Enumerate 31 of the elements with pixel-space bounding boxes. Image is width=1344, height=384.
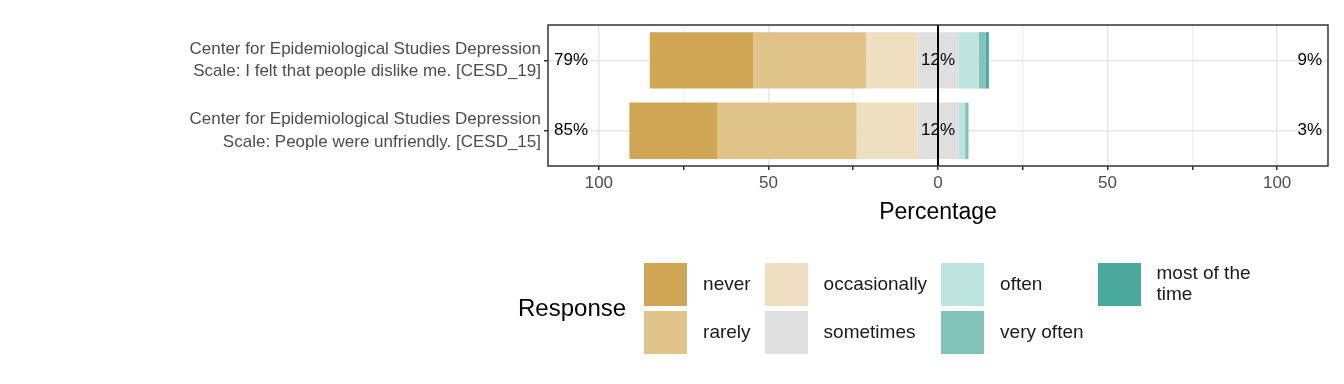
annotation: 79% — [554, 50, 589, 70]
bar — [856, 102, 918, 159]
legend-label: very often — [1000, 320, 1084, 343]
legend-title: Response — [518, 294, 627, 322]
annotation: 9% — [1297, 50, 1322, 70]
legend-label: sometimes — [823, 320, 916, 343]
bar — [958, 32, 979, 89]
x-tick-label: 50 — [758, 172, 778, 192]
x-axis-title: Percentage — [879, 197, 997, 224]
x-tick-label: 100 — [584, 172, 614, 192]
bar — [978, 32, 986, 89]
bar — [965, 102, 969, 159]
bar — [866, 32, 918, 89]
bar — [717, 102, 857, 159]
bar — [649, 32, 754, 89]
bar — [985, 32, 989, 89]
x-tick-label: 50 — [1098, 172, 1118, 192]
legend-label: never — [703, 272, 751, 295]
x-tick-label: 100 — [1262, 172, 1292, 192]
legend-label: often — [1000, 272, 1043, 295]
legend-label: rarely — [703, 320, 751, 343]
bar — [753, 32, 867, 89]
legend-label: most of the time — [1156, 262, 1252, 305]
bar — [629, 102, 718, 159]
legend-label: occasionally — [823, 272, 928, 295]
annotation: 85% — [554, 120, 589, 140]
annotation: 3% — [1297, 120, 1322, 140]
y-tick-label: Center for Epidemiological Studies Depression Scale: People were unfriendly. [CESD_15] — [189, 109, 541, 151]
x-tick-label: 0 — [933, 172, 943, 192]
bar — [958, 102, 966, 159]
y-tick-label: Center for Epidemiological Studies Depression Scale: I felt that people dislike me. [CESD_19] — [189, 38, 541, 81]
